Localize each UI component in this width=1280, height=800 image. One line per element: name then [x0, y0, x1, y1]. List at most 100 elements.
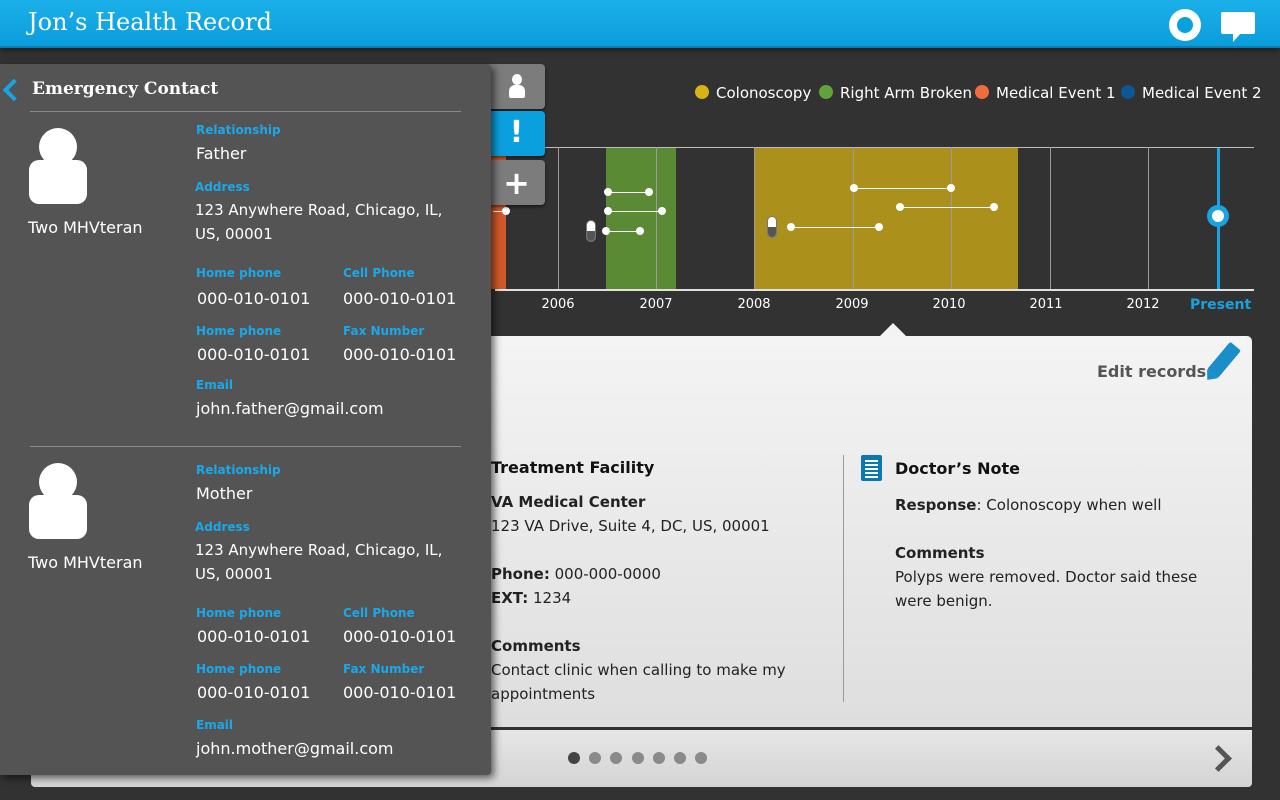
legend-dot — [1121, 85, 1135, 99]
legend-label: Medical Event 1 — [996, 84, 1116, 102]
phone-label: Phone: — [491, 565, 550, 583]
email-label: Email — [196, 378, 234, 392]
relationship-label: Relationship — [196, 123, 281, 137]
app-header: Jon’s Health Record — [0, 0, 1280, 48]
event-point[interactable] — [787, 223, 795, 231]
edit-records-button[interactable]: Edit records — [1097, 362, 1207, 381]
year-gridline — [1148, 147, 1149, 289]
legend-label: Colonoscopy — [716, 84, 812, 102]
response-label: Response — [895, 496, 977, 514]
record-icon[interactable] — [1169, 9, 1201, 41]
panel-divider — [30, 111, 461, 112]
right-arm-broken-band[interactable] — [606, 148, 676, 289]
legend-label: Medical Event 2 — [1142, 84, 1262, 102]
pager-dot[interactable] — [652, 752, 665, 764]
event-point[interactable] — [875, 223, 883, 231]
present-marker[interactable] — [1207, 205, 1229, 227]
add-tab[interactable]: + — [488, 160, 545, 205]
medication-pill-icon[interactable] — [586, 220, 596, 242]
fax-number-label: Fax Number — [343, 324, 425, 338]
facility-phone: Phone: 000-000-0000 — [491, 565, 661, 583]
event-range — [791, 227, 879, 228]
address-label: Address — [195, 520, 250, 534]
home-phone-label: Home phone — [196, 266, 282, 280]
home-phone-value[interactable]: 000-010-0101 — [197, 345, 311, 364]
legend-label: Right Arm Broken — [840, 84, 973, 102]
year-label: 2007 — [639, 297, 673, 312]
email-value[interactable]: john.father@gmail.com — [196, 399, 384, 418]
facility-name: VA Medical Center — [491, 493, 646, 511]
email-value[interactable]: john.mother@gmail.com — [196, 739, 394, 758]
event-point[interactable] — [896, 203, 904, 211]
home-phone-label: Home phone — [196, 324, 282, 338]
home-phone-value[interactable]: 000-010-0101 — [197, 683, 311, 702]
emergency-contact-tab[interactable] — [488, 64, 545, 109]
relationship-value: Mother — [196, 484, 253, 503]
contact-name: Two MHVteran — [28, 553, 143, 572]
pager-dot[interactable] — [589, 752, 602, 764]
event-point[interactable] — [645, 188, 653, 196]
event-point[interactable] — [636, 227, 644, 235]
document-icon — [861, 455, 882, 481]
year-label: 2009 — [835, 297, 869, 312]
event-point[interactable] — [604, 188, 612, 196]
medication-pill-icon[interactable] — [767, 216, 777, 238]
app-title: Jon’s Health Record — [28, 8, 272, 36]
alert-tab[interactable]: ! — [488, 111, 545, 156]
event-point[interactable] — [947, 184, 955, 192]
facility-ext: EXT: 1234 — [491, 589, 571, 607]
event-point[interactable] — [658, 207, 666, 215]
year-gridline — [558, 147, 559, 289]
response-value: : Colonoscopy when well — [976, 496, 1162, 514]
fax-number-label: Fax Number — [343, 662, 425, 676]
doctor-comments: Polyps were removed. Doctor said these — [895, 568, 1198, 586]
home-phone-value[interactable]: 000-010-0101 — [197, 627, 311, 646]
event-point[interactable] — [604, 207, 612, 215]
event-range — [854, 188, 951, 189]
ext-value: 1234 — [533, 589, 572, 607]
facility-comments-label: Comments — [491, 637, 581, 655]
treatment-facility-title: Treatment Facility — [491, 458, 655, 477]
home-phone-value[interactable]: 000-010-0101 — [197, 289, 311, 308]
event-range — [493, 211, 506, 212]
year-gridline — [853, 147, 854, 289]
year-label: 2012 — [1126, 297, 1160, 312]
pager-dot[interactable] — [631, 752, 644, 764]
event-range — [900, 207, 994, 208]
doctor-response: Response: Colonoscopy when well — [895, 496, 1162, 514]
cell-phone-value[interactable]: 000-010-0101 — [343, 289, 457, 308]
facility-comments: appointments — [491, 685, 596, 703]
event-point[interactable] — [602, 227, 610, 235]
address-value: US, 00001 — [195, 565, 273, 583]
email-label: Email — [196, 718, 234, 732]
person-icon — [509, 74, 525, 98]
event-point[interactable] — [502, 207, 510, 215]
address-value: US, 00001 — [195, 225, 273, 243]
event-range — [606, 231, 640, 232]
exclamation-icon: ! — [509, 115, 524, 150]
present-label[interactable]: Present — [1190, 297, 1252, 313]
pager-dot[interactable] — [674, 752, 686, 764]
cell-phone-value[interactable]: 000-010-0101 — [343, 627, 457, 646]
cell-phone-label: Cell Phone — [343, 266, 415, 280]
year-label: 2011 — [1029, 297, 1063, 312]
fax-number-value: 000-010-0101 — [343, 345, 457, 364]
next-arrow-icon[interactable] — [1209, 745, 1235, 771]
doctor-comments: were benign. — [895, 592, 993, 610]
home-phone-label: Home phone — [196, 662, 282, 676]
facility-comments: Contact clinic when calling to make my — [491, 661, 786, 679]
colonoscopy-band[interactable] — [755, 148, 1018, 289]
pager-dot[interactable] — [568, 752, 580, 764]
year-gridline — [656, 147, 657, 289]
card-divider — [843, 455, 844, 702]
legend-dot — [695, 85, 709, 99]
pager-dot[interactable] — [610, 752, 623, 764]
year-gridline — [1050, 147, 1051, 289]
event-point[interactable] — [990, 203, 998, 211]
year-label: 2008 — [737, 297, 771, 312]
chat-icon[interactable] — [1221, 12, 1255, 42]
contact-name: Two MHVteran — [28, 218, 143, 237]
pager-dot[interactable] — [695, 752, 708, 764]
event-point[interactable] — [850, 184, 858, 192]
legend-dot — [819, 85, 833, 99]
